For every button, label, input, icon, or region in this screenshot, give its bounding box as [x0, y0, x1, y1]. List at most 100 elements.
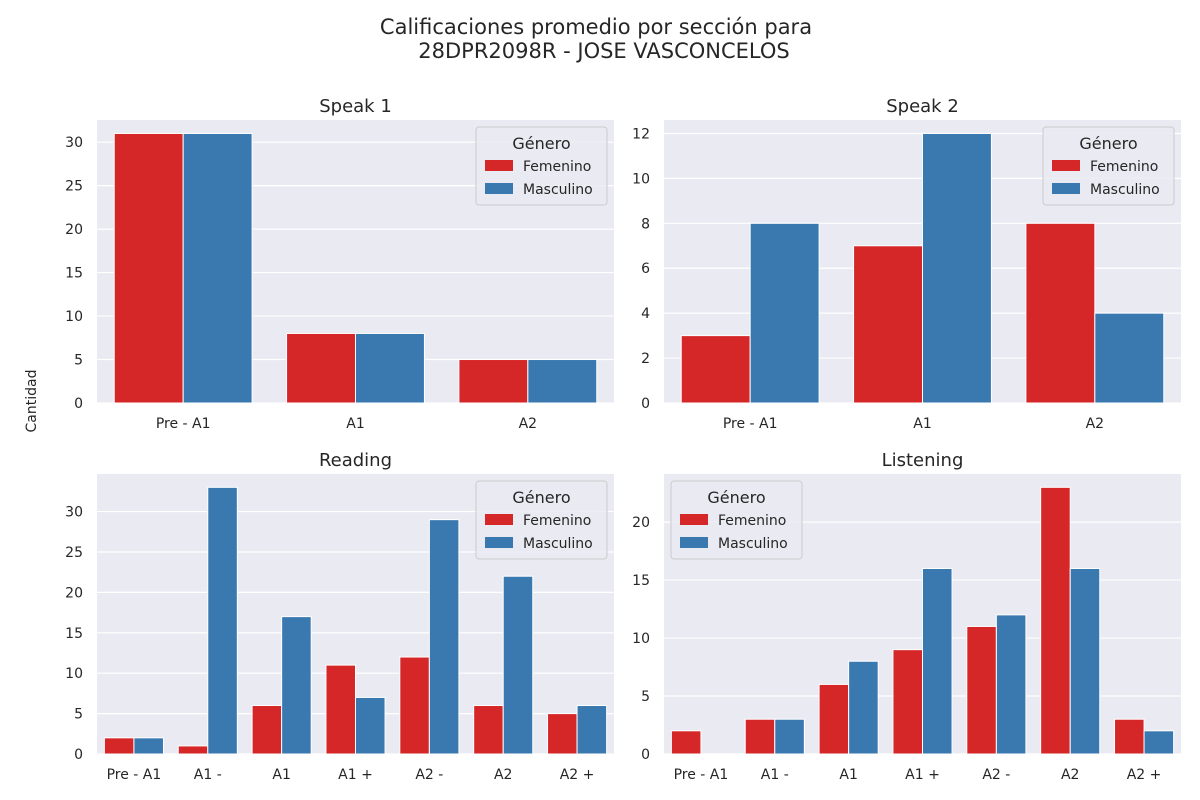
y-tick-label: 20	[65, 222, 83, 238]
y-tick-label: 5	[74, 707, 83, 723]
legend-title: Género	[707, 488, 765, 507]
bar-masculino-a2	[428, 519, 460, 755]
bar-femenino-a2	[966, 625, 997, 755]
bar-masculino-a1	[922, 567, 953, 755]
x-tick-label: A2	[1061, 767, 1079, 783]
bar-femenino-a2	[473, 705, 504, 755]
y-tick-label: 10	[632, 631, 650, 647]
legend: Género Femenino Masculino	[475, 126, 608, 206]
bar-femenino-pre-a1	[680, 335, 751, 404]
legend-swatch-masculino	[1052, 183, 1080, 194]
bar-masculino-a1	[281, 616, 312, 755]
x-tick-label: A1	[272, 767, 290, 783]
legend-swatch-masculino	[680, 537, 708, 548]
x-tick-label: A2 -	[982, 767, 1010, 783]
y-tick-label: 20	[65, 585, 83, 601]
legend-label-femenino: Femenino	[523, 159, 591, 175]
x-tick-label: Pre - A1	[723, 416, 778, 432]
figure-title-line1: Calificaciones promedio por sección para	[380, 15, 812, 39]
bar-masculino-a1	[207, 486, 238, 755]
y-tick-label: 8	[641, 216, 650, 232]
figure-title-line2: 28DPR2098R - JOSE VASCONCELOS	[418, 39, 789, 63]
legend-label-femenino: Femenino	[718, 513, 786, 529]
legend-label-masculino: Masculino	[718, 536, 788, 552]
legend-label-femenino: Femenino	[1090, 159, 1158, 175]
bar-masculino-a1	[774, 718, 805, 755]
bar-femenino-pre-a1	[113, 132, 184, 404]
x-tick-label: A1	[913, 416, 931, 432]
y-tick-label: 15	[65, 266, 83, 282]
subplot-title: Speak 1	[319, 96, 392, 117]
y-tick-label: 30	[65, 135, 83, 151]
bar-femenino-a1	[892, 649, 924, 755]
bar-masculino-a1	[355, 332, 425, 404]
bar-masculino-a1	[355, 696, 386, 755]
y-tick-label: 5	[641, 689, 650, 705]
subplot-reading: 0 5 10 15 20 25 30 Pre - A1 A1 - A1 A1 + A2 - A2 A2 +…	[65, 450, 614, 783]
bar-femenino-pre-a1	[103, 737, 135, 755]
bar-femenino-a2	[399, 656, 430, 755]
bar-femenino-a1	[853, 245, 923, 404]
x-tick-label: A2 +	[1127, 767, 1162, 783]
bar-masculino-a2	[995, 614, 1027, 755]
y-tick-label: 2	[641, 351, 650, 367]
legend-label-masculino: Masculino	[523, 536, 593, 552]
y-tick-label: 10	[65, 666, 83, 682]
y-tick-label: 30	[65, 505, 83, 521]
x-tick-label: A1 -	[761, 767, 789, 783]
legend: Género Femenino Masculino	[475, 480, 608, 560]
bar-masculino-pre-a1	[182, 132, 253, 404]
legend-swatch-femenino	[1052, 160, 1080, 171]
legend: Género Femenino Masculino	[1042, 126, 1175, 206]
bar-masculino-a2	[502, 575, 534, 755]
y-tick-label: 25	[65, 179, 83, 195]
y-tick-label: 10	[632, 171, 650, 187]
bar-femenino-a2	[458, 359, 529, 404]
y-tick-label: 6	[641, 261, 650, 277]
bar-femenino-a2	[1114, 718, 1145, 755]
subplot-speak-1: 0 5 10 15 20 25 30 Pre - A1 A1 A2 Speak 1 Género Fem…	[65, 96, 614, 432]
x-tick-label: A1	[346, 416, 364, 432]
x-tick-label: A1 +	[905, 767, 940, 783]
bar-femenino-a2	[1040, 486, 1071, 755]
y-tick-label: 25	[65, 545, 83, 561]
y-tick-label: 0	[74, 747, 83, 763]
bar-femenino-pre-a1	[670, 730, 702, 755]
x-tick-label: A2	[1086, 416, 1104, 432]
subplot-speak-2: 0 2 4 6 8 10 12 Pre - A1 A1 A2 Speak 2 Género Femeni…	[632, 96, 1181, 432]
legend: Género Femenino Masculino	[670, 480, 803, 560]
bar-femenino-a1	[177, 745, 209, 755]
legend-title: Género	[1079, 134, 1137, 153]
legend-label-masculino: Masculino	[523, 182, 593, 198]
legend-swatch-masculino	[485, 183, 513, 194]
y-tick-label: 15	[632, 573, 650, 589]
y-tick-label: 10	[65, 309, 83, 325]
bar-femenino-a1	[744, 718, 776, 755]
bar-masculino-a1	[848, 660, 879, 755]
subplot-title: Listening	[882, 450, 964, 471]
x-tick-label: A1 -	[194, 767, 222, 783]
x-tick-label: A2	[519, 416, 537, 432]
legend-swatch-femenino	[485, 160, 513, 171]
bar-femenino-a2	[1025, 222, 1096, 404]
bar-masculino-a2	[1094, 312, 1165, 404]
y-tick-label: 0	[641, 747, 650, 763]
legend-title: Género	[512, 134, 570, 153]
bar-masculino-a2	[1069, 567, 1101, 755]
bar-femenino-a2	[547, 713, 578, 755]
bar-masculino-a2	[1143, 730, 1175, 755]
bar-masculino-a1	[922, 132, 992, 404]
y-tick-label: 5	[74, 353, 83, 369]
legend-swatch-masculino	[485, 537, 513, 548]
x-tick-label: Pre - A1	[107, 767, 162, 783]
x-tick-label: A1 +	[338, 767, 373, 783]
y-tick-label: 20	[632, 515, 650, 531]
x-tick-label: A2	[494, 767, 512, 783]
x-tick-label: A2 +	[560, 767, 595, 783]
legend-swatch-femenino	[485, 514, 513, 525]
bar-femenino-a1	[286, 332, 357, 404]
bar-masculino-a2	[527, 359, 598, 404]
y-tick-label: 0	[74, 396, 83, 412]
bar-masculino-a2	[576, 705, 608, 755]
